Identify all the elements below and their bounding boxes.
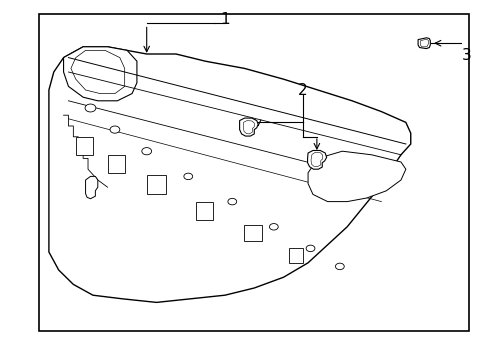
Bar	[39, 14, 468, 331]
Circle shape	[85, 104, 96, 112]
Polygon shape	[307, 151, 405, 202]
Circle shape	[110, 126, 120, 133]
Bar	[244, 225, 261, 241]
Circle shape	[183, 173, 192, 180]
Circle shape	[142, 148, 151, 155]
Polygon shape	[310, 152, 322, 167]
Polygon shape	[49, 47, 410, 302]
Polygon shape	[239, 118, 258, 136]
Polygon shape	[417, 38, 429, 49]
Bar	[107, 155, 124, 173]
Bar	[195, 202, 212, 220]
Polygon shape	[85, 176, 98, 199]
Polygon shape	[63, 47, 137, 101]
Circle shape	[227, 198, 236, 205]
Circle shape	[305, 245, 314, 252]
Bar	[76, 137, 93, 155]
Circle shape	[335, 263, 344, 270]
Text: 3: 3	[461, 48, 471, 63]
Polygon shape	[420, 39, 427, 47]
Polygon shape	[71, 50, 124, 94]
Bar	[288, 248, 303, 263]
Polygon shape	[243, 121, 254, 134]
Polygon shape	[307, 150, 326, 169]
Bar	[146, 175, 166, 194]
Text: 2: 2	[298, 82, 307, 98]
Text: 1: 1	[220, 12, 229, 27]
Circle shape	[269, 224, 278, 230]
